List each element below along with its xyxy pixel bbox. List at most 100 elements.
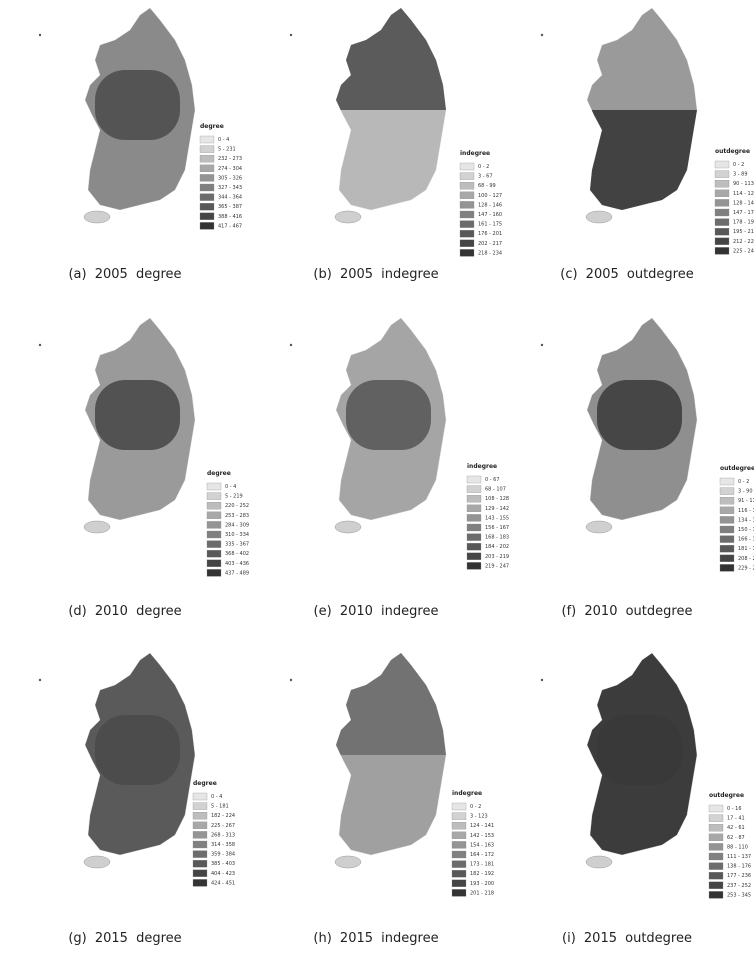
legend-item: 268 - 313 xyxy=(211,832,235,838)
legend-swatch xyxy=(451,841,467,849)
jeju-island xyxy=(83,855,111,869)
legend-item: 62 - 87 xyxy=(727,835,745,841)
jeju-island xyxy=(83,210,111,224)
islet xyxy=(289,343,293,347)
legend-swatch xyxy=(459,210,475,219)
legend-swatch xyxy=(708,862,724,870)
legend-item: 68 - 99 xyxy=(478,183,496,189)
jeju-island xyxy=(585,855,613,869)
legend-item: 327 - 343 xyxy=(218,185,242,191)
legend-item: 128 - 146 xyxy=(733,200,754,206)
legend-item: 0 - 4 xyxy=(225,484,236,490)
legend-item: 212 - 224 xyxy=(733,239,754,245)
legend-item: 0 - 2 xyxy=(478,164,489,170)
legend-item: 208 - 2 xyxy=(738,556,754,562)
map-panel xyxy=(540,652,698,869)
legend-item: 3 - 67 xyxy=(478,174,493,180)
legend-swatch xyxy=(451,802,467,811)
legend-swatch xyxy=(199,212,215,220)
legend-title: outdegree xyxy=(720,465,754,472)
legend-swatch xyxy=(466,504,482,512)
legend-swatch xyxy=(719,525,735,534)
legend-item: 100 - 127 xyxy=(478,193,502,199)
legend-swatch xyxy=(451,870,467,878)
legend-item: 3 - 123 xyxy=(470,814,488,820)
legend-item: 359 - 384 xyxy=(211,852,235,858)
legend-item: 166 - 1 xyxy=(738,537,754,543)
legend-title: indegree xyxy=(460,150,490,157)
legend-item: 195 - 211 xyxy=(733,229,754,235)
legend-item: 3 - 90 xyxy=(738,489,753,495)
shaded-region xyxy=(95,715,180,785)
islet xyxy=(289,33,293,37)
legend-swatch xyxy=(192,840,208,849)
legend-swatch xyxy=(459,230,475,238)
legend-item: 168 - 183 xyxy=(485,535,509,541)
legend-item: 437 - 489 xyxy=(225,570,249,576)
legend-swatch xyxy=(719,497,735,505)
shaded-region xyxy=(336,653,446,755)
legend-item: 193 - 200 xyxy=(470,881,494,887)
legend-item: 173 - 181 xyxy=(470,862,494,868)
legend-item: 365 - 387 xyxy=(218,204,242,210)
legend-item: 150 - 1 xyxy=(738,527,754,533)
legend-item: 138 - 176 xyxy=(727,864,751,870)
jeju-island xyxy=(334,855,362,869)
legend-swatch xyxy=(719,545,735,553)
legend-item: 237 - 252 xyxy=(727,883,751,889)
legend-item: 253 - 345 xyxy=(727,892,751,898)
legend-item: 182 - 192 xyxy=(470,871,494,877)
legend-swatch xyxy=(199,164,215,172)
shaded-region xyxy=(95,70,180,140)
legend-swatch xyxy=(199,183,215,192)
legend-swatch xyxy=(206,492,222,500)
legend-swatch xyxy=(199,145,215,153)
legend-item: 181 - 1 xyxy=(738,546,754,552)
legend-item: 220 - 252 xyxy=(225,503,249,509)
legend-item: 274 - 304 xyxy=(218,166,242,172)
legend-swatch xyxy=(714,180,730,188)
legend-swatch xyxy=(192,812,208,820)
caption: (a) 2005 degree xyxy=(68,267,181,282)
caption: (h) 2015 indegree xyxy=(313,931,438,946)
map-panel xyxy=(540,317,698,534)
legend-item: 156 - 167 xyxy=(485,525,509,531)
legend-item: 219 - 247 xyxy=(485,563,509,569)
legend-swatch xyxy=(192,831,208,839)
map-panel xyxy=(38,317,196,534)
legend-item: 310 - 334 xyxy=(225,532,249,538)
legend-item: 368 - 402 xyxy=(225,551,249,557)
legend-item: 154 - 163 xyxy=(470,842,494,848)
legend-swatch xyxy=(459,201,475,209)
legend-swatch xyxy=(199,193,215,201)
legend-item: 0 - 2 xyxy=(738,479,749,485)
caption: (d) 2010 degree xyxy=(68,604,181,619)
legend-swatch xyxy=(708,833,724,841)
legend-swatch xyxy=(466,543,482,551)
legend-swatch xyxy=(199,174,215,182)
legend-item: 305 - 326 xyxy=(218,175,242,181)
legend-item: 5 - 231 xyxy=(218,147,236,153)
legend-item: 147 - 177 xyxy=(733,210,754,216)
legend-swatch xyxy=(192,821,208,829)
legend-item: 203 - 219 xyxy=(485,554,509,560)
caption: (e) 2010 indegree xyxy=(314,604,439,619)
legend-item: 0 - 67 xyxy=(485,477,500,483)
legend-item: 17 - 41 xyxy=(727,816,745,822)
legend-swatch xyxy=(719,564,735,572)
map-panel xyxy=(289,317,447,534)
legend-item: 129 - 142 xyxy=(485,506,509,512)
legend-swatch xyxy=(459,191,475,199)
legend-item: 178 - 194 xyxy=(733,220,754,226)
legend-swatch xyxy=(459,249,475,257)
map-panel xyxy=(289,7,447,224)
legend-item: 201 - 218 xyxy=(470,890,494,896)
legend-swatch xyxy=(708,881,724,889)
legend-swatch xyxy=(206,540,222,548)
legend-item: 114 - 127 xyxy=(733,191,754,197)
legend-title: outdegree xyxy=(709,792,744,799)
legend-swatch xyxy=(451,860,467,868)
legend-swatch xyxy=(719,554,735,562)
caption: (b) 2005 indegree xyxy=(313,267,438,282)
